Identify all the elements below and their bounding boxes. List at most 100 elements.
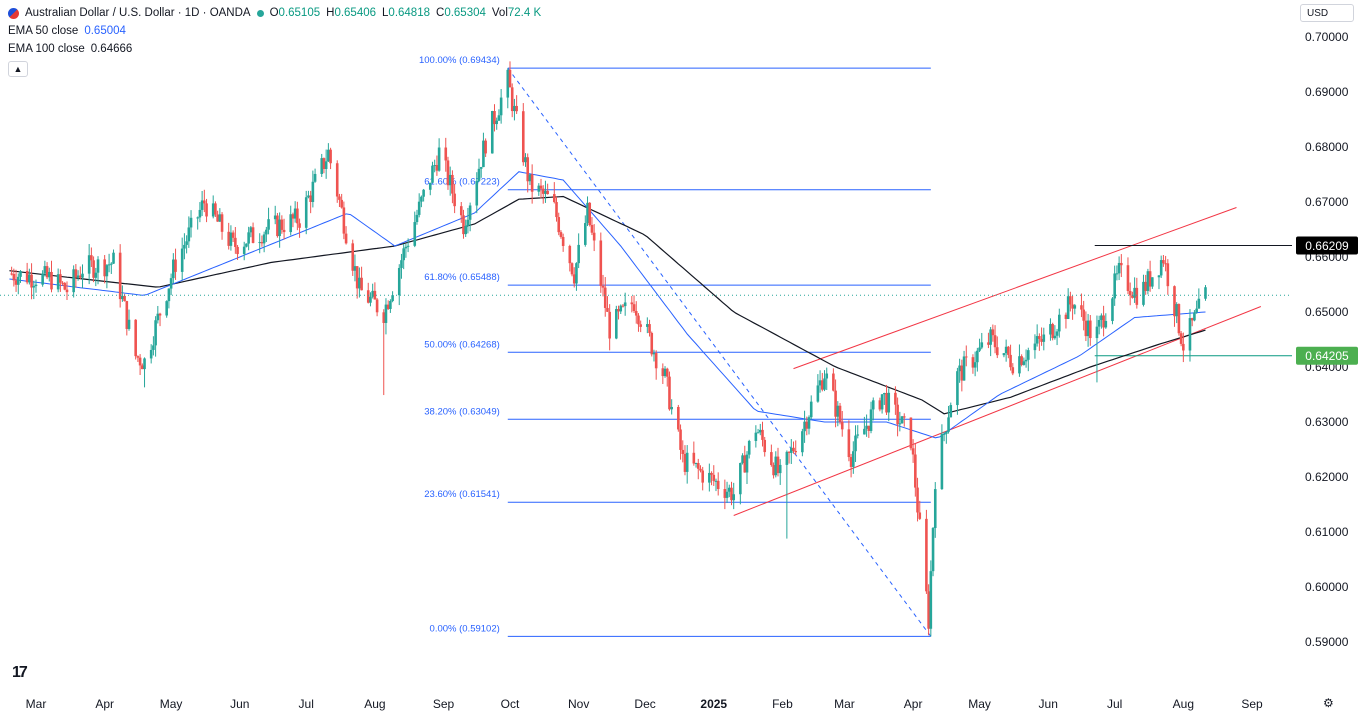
candle-body xyxy=(741,455,744,464)
candle-body xyxy=(506,69,510,98)
candle-body xyxy=(577,244,580,264)
candle-body xyxy=(351,243,355,271)
candle-body xyxy=(546,190,549,195)
ema100-value: 0.64666 xyxy=(90,43,133,55)
candle-body xyxy=(849,457,853,467)
candle-body xyxy=(180,248,184,272)
volume: Vol72.4 K xyxy=(491,7,542,19)
candle-body xyxy=(87,255,91,274)
candle-body xyxy=(1007,346,1010,355)
candle-body xyxy=(761,429,764,440)
candle-body xyxy=(448,174,452,186)
candle-body xyxy=(989,329,992,345)
candle-body xyxy=(900,416,904,424)
candle-body xyxy=(1159,260,1163,276)
candle-body xyxy=(1086,320,1090,337)
candle-body xyxy=(1049,324,1052,335)
candle-body xyxy=(45,266,49,278)
candle-body xyxy=(165,301,168,316)
candle-body xyxy=(245,243,248,247)
candle-body xyxy=(725,491,729,498)
candle-body xyxy=(515,105,518,112)
candle-body xyxy=(816,385,820,402)
candle-body xyxy=(561,236,565,246)
legend-ema100-row[interactable]: EMA 100 close 0.64666 xyxy=(8,40,541,58)
candle-body xyxy=(1004,346,1008,354)
price-axis: 0.700000.690000.680000.670000.660000.650… xyxy=(1305,30,1349,649)
candle-body xyxy=(340,199,343,208)
candle-body xyxy=(971,357,975,368)
candle-body xyxy=(1133,287,1136,298)
candle-body xyxy=(692,452,696,464)
candle-body xyxy=(291,214,295,219)
y-tick-label: 0.65000 xyxy=(1305,305,1349,319)
candle-body xyxy=(878,400,882,410)
candle-body xyxy=(203,200,206,204)
candle-body xyxy=(1190,318,1194,321)
candle-body xyxy=(1111,298,1114,321)
candle-body xyxy=(183,244,186,249)
legend-ema50-row[interactable]: EMA 50 close 0.65004 xyxy=(8,22,541,40)
candle-body xyxy=(894,392,897,405)
candle-body xyxy=(933,489,937,529)
y-tick-label: 0.61000 xyxy=(1305,525,1349,539)
candle-body xyxy=(956,371,959,406)
candle-body xyxy=(1071,304,1074,309)
candle-body xyxy=(887,392,891,413)
legend-collapse-button[interactable]: ▲ xyxy=(8,61,28,77)
candle-body xyxy=(803,421,806,432)
tradingview-logo[interactable]: 17 xyxy=(12,664,28,681)
candle-body xyxy=(242,246,246,255)
chart-legend: Australian Dollar / U.S. Dollar · 1D · O… xyxy=(8,4,541,58)
candle-body xyxy=(727,487,731,492)
candle-body xyxy=(763,439,767,453)
candle-body xyxy=(601,285,605,288)
candle-body xyxy=(787,451,791,453)
candle-body xyxy=(539,185,543,189)
fib-level-label: 61.60% (0.67223) xyxy=(424,177,500,188)
gear-icon[interactable]: ⚙ xyxy=(1323,696,1334,710)
candle-body xyxy=(94,272,98,278)
candle-body xyxy=(41,273,44,285)
candle-body xyxy=(417,201,421,215)
candle-body xyxy=(125,301,129,329)
candle-body xyxy=(978,347,981,351)
price-label-box xyxy=(1296,236,1358,255)
candle-body xyxy=(756,432,760,434)
candle-body xyxy=(81,273,84,278)
candle-body xyxy=(1120,262,1123,266)
ohlc-low: L0.64818 xyxy=(382,7,430,19)
candle-body xyxy=(1195,308,1198,313)
x-tick-label: 2025 xyxy=(700,697,727,711)
candle-body xyxy=(12,274,16,281)
candle-body xyxy=(475,180,479,206)
candle-body xyxy=(654,353,658,369)
currency-select[interactable]: USD xyxy=(1300,4,1354,22)
candle-body xyxy=(559,232,563,237)
candle-body xyxy=(444,147,448,161)
candle-body xyxy=(289,214,293,233)
candle-body xyxy=(1069,296,1072,305)
candle-body xyxy=(384,304,388,323)
candle-body xyxy=(402,248,405,261)
legend-symbol-row[interactable]: Australian Dollar / U.S. Dollar · 1D · O… xyxy=(8,4,541,22)
candle-body xyxy=(1002,353,1006,356)
candle-body xyxy=(1084,320,1088,337)
candle-body xyxy=(311,181,315,202)
ohlc-open: O0.65105 xyxy=(269,7,321,19)
candle-body xyxy=(338,196,341,200)
candle-body xyxy=(883,393,886,395)
candle-body xyxy=(220,214,224,232)
candle-body xyxy=(327,149,330,162)
ohlc-close: C0.65304 xyxy=(436,7,486,19)
candle-body xyxy=(211,203,215,217)
x-tick-label: Aug xyxy=(1173,697,1194,711)
candle-body xyxy=(344,233,348,244)
candle-body xyxy=(801,431,804,453)
candle-body xyxy=(1097,319,1101,327)
candle-body xyxy=(74,269,78,278)
candle-body xyxy=(149,349,153,359)
candle-body xyxy=(823,378,826,390)
candle-body xyxy=(234,237,237,247)
